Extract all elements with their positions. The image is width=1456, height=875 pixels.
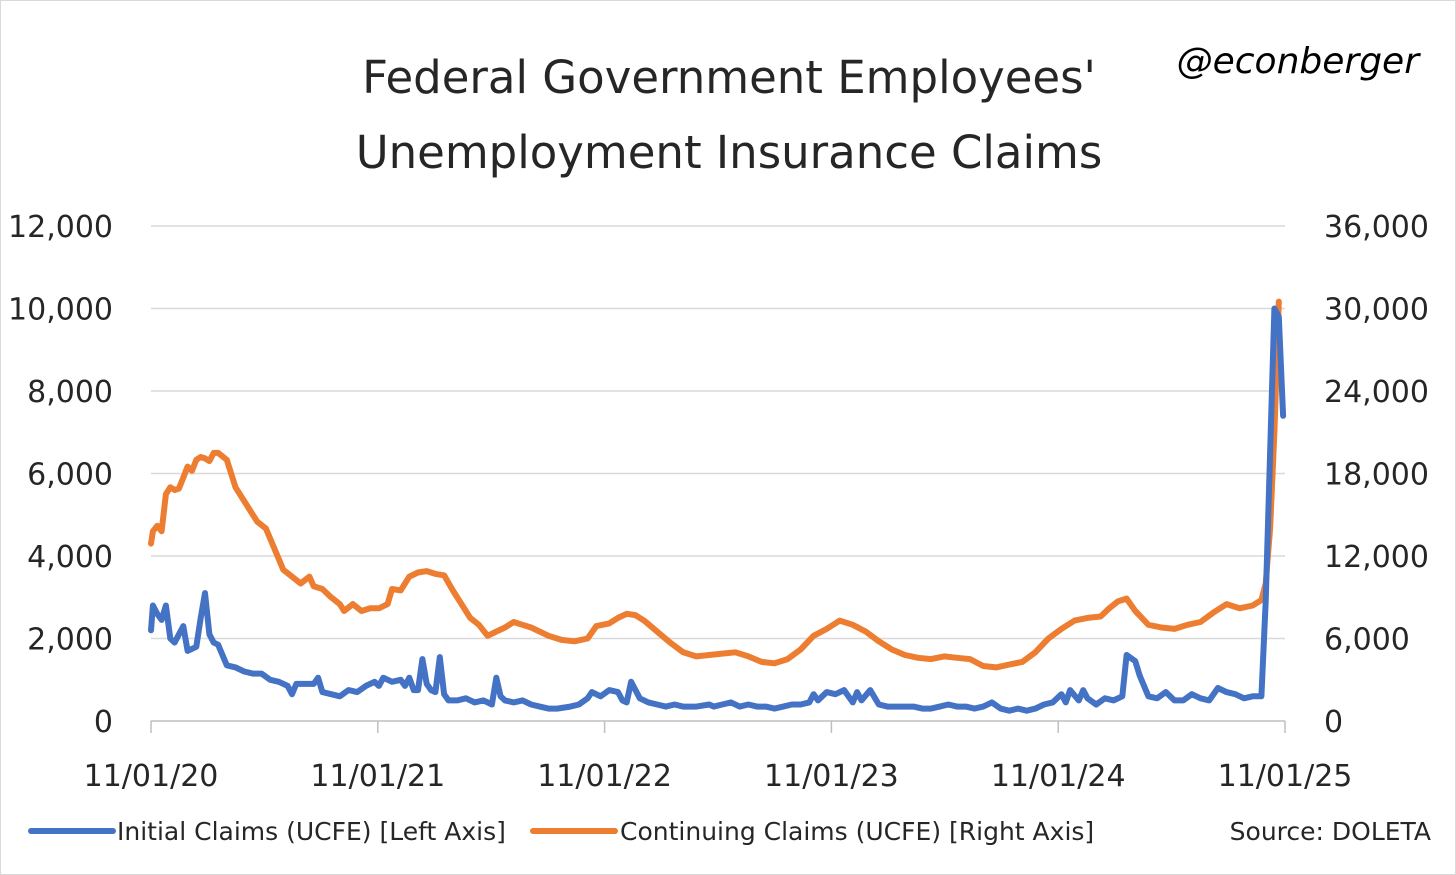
series-line-continuing-claims	[148, 298, 1282, 671]
x-axis-tick-label: 11/01/20	[84, 759, 219, 794]
chart-title-line-1: Federal Government Employees'	[362, 51, 1096, 104]
x-axis-ticks: 11/01/20 11/01/21 11/01/22 11/01/23 11/01/24…	[84, 721, 1353, 794]
chart-title-line-2: Unemployment Insurance Claims	[356, 126, 1103, 179]
source-note: Source: DOLETA	[1230, 817, 1431, 846]
right-axis-tick-label: 18,000	[1324, 458, 1429, 493]
left-axis-ticks: 0 2,000 4,000 6,000 8,000 10,000 12,000	[8, 210, 113, 740]
x-axis-tick-label: 11/01/24	[991, 759, 1126, 794]
legend-label-continuing-claims: Continuing Claims (UCFE) [Right Axis]	[620, 817, 1094, 846]
right-axis-tick-label: 0	[1324, 705, 1343, 740]
left-axis-tick-label: 6,000	[27, 458, 113, 493]
legend-label-initial-claims: Initial Claims (UCFE) [Left Axis]	[117, 817, 506, 846]
left-axis-tick-label: 8,000	[27, 375, 113, 410]
series-layer	[148, 298, 1287, 714]
right-axis-ticks: 0 6,000 12,000 18,000 24,000 30,000 36,000	[1324, 210, 1429, 740]
x-axis-tick-label: 11/01/21	[310, 759, 445, 794]
x-axis-tick-label: 11/01/23	[764, 759, 899, 794]
left-axis-tick-label: 12,000	[8, 210, 113, 245]
left-axis-tick-label: 2,000	[27, 623, 113, 658]
x-axis-tick-label: 11/01/25	[1218, 759, 1353, 794]
x-axis-tick-label: 11/01/22	[537, 759, 672, 794]
left-axis-tick-label: 4,000	[27, 540, 113, 575]
legend: Initial Claims (UCFE) [Left Axis] Contin…	[28, 817, 1431, 846]
series-line-initial-claims	[148, 305, 1287, 714]
right-axis-tick-label: 24,000	[1324, 375, 1429, 410]
gridlines	[151, 225, 1285, 722]
right-axis-tick-label: 12,000	[1324, 540, 1429, 575]
right-axis-tick-label: 6,000	[1324, 623, 1410, 658]
right-axis-tick-label: 36,000	[1324, 210, 1429, 245]
left-axis-tick-label: 10,000	[8, 293, 113, 328]
author-handle: @econberger	[1177, 41, 1422, 82]
right-axis-tick-label: 30,000	[1324, 293, 1429, 328]
left-axis-tick-label: 0	[94, 705, 113, 740]
